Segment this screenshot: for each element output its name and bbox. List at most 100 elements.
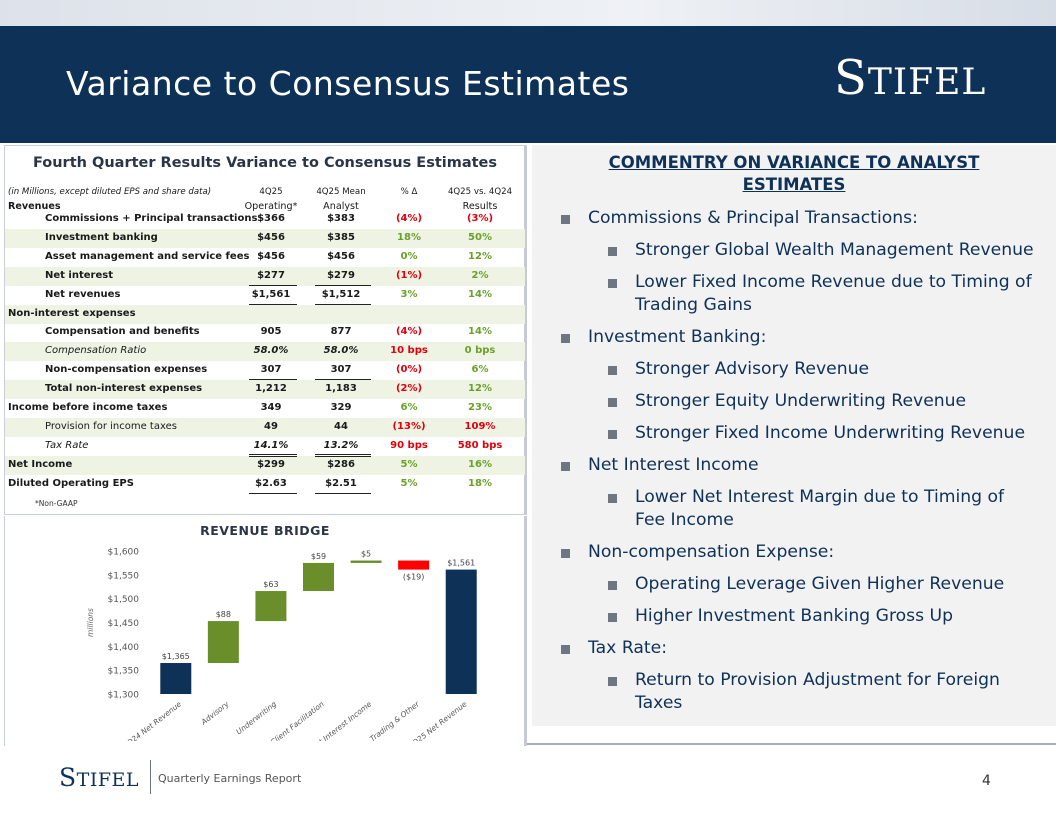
y-tick-label: $1,300 (108, 691, 140, 701)
cell-q25-mean-analyst: $279 (327, 269, 355, 281)
cell-q25-mean-analyst: 877 (330, 326, 352, 338)
row-label: Net interest (45, 269, 113, 281)
square-bullet-icon (561, 645, 570, 654)
y-tick-label: $1,400 (108, 643, 140, 653)
row-label: Total non-interest expenses (45, 383, 203, 395)
total-double-underline (249, 453, 297, 457)
bullet-text: Operating Leverage Given Higher Revenue (635, 574, 1005, 594)
cell-q25-operating: 905 (260, 326, 282, 338)
row-label: Asset management and service fees (45, 250, 250, 262)
cell-q25-mean-analyst: $1,512 (321, 288, 361, 300)
cell-q25-mean-analyst: $2.51 (325, 477, 357, 489)
table-row: Income before income taxes 349 329 6% 23% (5, 399, 525, 418)
square-bullet-icon (561, 215, 570, 224)
cell-yoy-results: 580 bps (457, 439, 503, 451)
total-underline (315, 492, 371, 494)
square-bullet-icon (608, 613, 617, 622)
bullet-text: Stronger Equity Underwriting Revenue (635, 391, 967, 411)
cell-yoy-results: 18% (468, 477, 492, 489)
total-underline (315, 303, 371, 305)
waterfall-bar (160, 663, 192, 694)
cell-q25-operating: $277 (257, 269, 285, 281)
bullet-text: Net Interest Income (588, 455, 759, 475)
square-bullet-icon (608, 366, 617, 375)
data-label: $59 (311, 552, 326, 561)
cell-pct-delta: (4%) (395, 326, 423, 338)
row-label: Compensation and benefits (45, 326, 200, 338)
commentary-sub-bullet: Stronger Advisory Revenue (608, 358, 1038, 381)
commentary-sub-bullet: Higher Investment Banking Gross Up (608, 605, 1038, 628)
square-bullet-icon (561, 549, 570, 558)
cell-yoy-results: 12% (468, 250, 492, 262)
bullet-text: Tax Rate: (588, 638, 668, 658)
data-label: $1,365 (162, 652, 190, 661)
cell-q25-operating: $1,561 (251, 288, 291, 300)
cell-q25-mean-analyst: 58.0% (323, 345, 359, 357)
table-row: Non-compensation expenses 307 307 (0%) 6% (5, 361, 525, 380)
y-tick-label: $1,550 (108, 571, 140, 581)
commentary-bullet: Commissions & Principal Transactions: (561, 207, 1031, 230)
footer-report-name: Quarterly Earnings Report (158, 772, 302, 785)
bullet-text: Commissions & Principal Transactions: (588, 208, 918, 228)
page-title: Variance to Consensus Estimates (66, 64, 630, 103)
bullet-text: Lower Net Interest Margin due to Timing … (635, 487, 1005, 530)
cell-yoy-results: 14% (468, 288, 492, 300)
col-yoy-header: 4Q25 vs. 4Q24 (447, 187, 513, 197)
table-row: Net Income $299 $286 5% 16% (5, 455, 525, 475)
y-tick-label: $1,450 (108, 619, 140, 629)
top-strip (0, 0, 1056, 26)
cell-q25-mean-analyst: 1,183 (325, 383, 357, 395)
square-bullet-icon (561, 462, 570, 471)
col-pct-header: % Δ (400, 187, 418, 197)
total-underline (315, 284, 371, 286)
data-label: $1,561 (447, 559, 475, 568)
bullet-text: Non-compensation Expense: (588, 542, 835, 562)
waterfall-bar (445, 569, 477, 694)
cell-pct-delta: (1%) (395, 269, 423, 281)
row-label: Compensation Ratio (45, 345, 147, 357)
cell-q25-operating: 14.1% (253, 439, 289, 451)
table-row: Diluted Operating EPS $2.63 $2.51 5% 18% (5, 475, 525, 494)
table-row: Compensation and benefits 905 877 (4%) 14% (5, 323, 525, 342)
category-label: Advisory (199, 699, 231, 727)
commentary-sub-bullet: Stronger Global Wealth Management Revenu… (608, 239, 1038, 262)
waterfall-bar (350, 560, 382, 563)
cell-pct-delta: 3% (400, 288, 418, 300)
table-row: Compensation Ratio 58.0% 58.0% 10 bps 0 bps (5, 342, 525, 362)
total-underline (249, 303, 297, 305)
table-row: Provision for income taxes 49 44 (13%) 109% (5, 417, 525, 437)
square-bullet-icon (561, 334, 570, 343)
panel-divider (527, 743, 1056, 745)
data-label: $88 (216, 610, 231, 619)
row-label: Tax Rate (45, 439, 89, 451)
table-row: Asset management and service fees $456 $45… (5, 248, 525, 267)
commentary-sub-bullet: Stronger Fixed Income Underwriting Reven… (608, 422, 1038, 445)
waterfall-bar (207, 621, 239, 664)
total-double-underline (315, 453, 371, 457)
col-q25-header: 4Q25 (259, 187, 283, 197)
table-row: Total non-interest expenses 1,212 1,183 (2%… (5, 380, 525, 400)
table-title: Fourth Quarter Results Variance to Conse… (32, 155, 498, 171)
commentary-bullet: Tax Rate: (561, 637, 1031, 660)
table-row: Net revenues $1,561 $1,512 3% 14% (5, 286, 525, 305)
bullet-text: Return to Provision Adjustment for Forei… (635, 670, 1000, 713)
row-label: Investment banking (45, 231, 158, 243)
total-underline (315, 379, 371, 381)
commentary-bullet: Non-compensation Expense: (561, 541, 1031, 564)
square-bullet-icon (608, 247, 617, 256)
non-gaap-footnote: *Non-GAAP (35, 499, 78, 508)
footer-logo: STIFEL (59, 763, 139, 792)
bullet-text: Stronger Advisory Revenue (635, 359, 870, 379)
commentary-sub-bullet: Stronger Equity Underwriting Revenue (608, 390, 1038, 413)
table-row: Tax Rate 14.1% 13.2% 90 bps 580 bps (5, 437, 525, 456)
cell-yoy-results: 50% (468, 231, 492, 243)
row-label: Non-compensation expenses (45, 364, 208, 376)
bullet-text: Investment Banking: (588, 327, 767, 347)
y-tick-label: $1,350 (108, 667, 140, 677)
cell-pct-delta: (2%) (395, 383, 423, 395)
cell-yoy-results: 14% (468, 326, 492, 338)
cell-q25-operating: $299 (257, 458, 285, 470)
col-mean-header: 4Q25 Mean (316, 187, 366, 197)
cell-yoy-results: 0 bps (464, 345, 496, 357)
commentary-title-line2: ESTIMATES (742, 175, 846, 194)
